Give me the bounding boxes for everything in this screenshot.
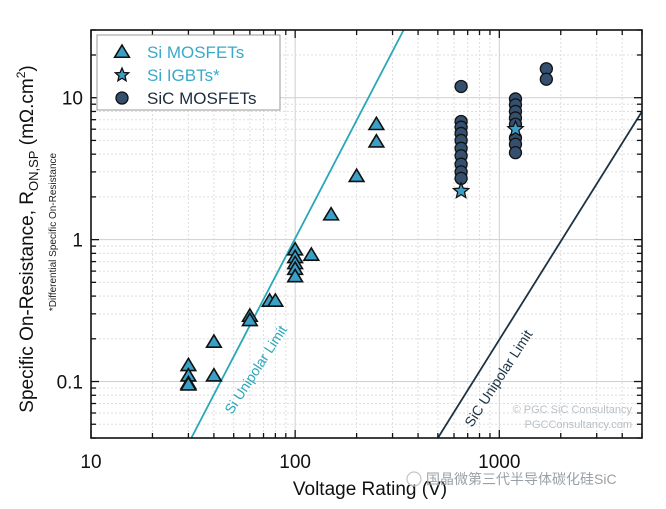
star-marker [506, 119, 525, 138]
legend-label: Si IGBTs* [147, 66, 220, 85]
triangle-marker [113, 43, 131, 59]
wechat-caption: 国晶微第三代半导体碳化硅SiC [426, 471, 617, 487]
circle-marker [508, 146, 523, 160]
x-axis-title: Voltage Rating (V) [293, 479, 447, 500]
data-points [179, 62, 554, 391]
triangle-marker [205, 367, 223, 382]
y-tick-label: 1 [72, 231, 83, 252]
limit-line [437, 110, 642, 438]
series-si-igbts- [451, 119, 525, 199]
y-tick-label: 0.1 [57, 373, 83, 394]
y-tick-label: 10 [62, 89, 83, 110]
star-marker [113, 66, 131, 83]
circle-marker [454, 79, 468, 94]
axis-ticks [90, 29, 643, 439]
limit-line [190, 30, 405, 438]
wechat-icon [406, 471, 422, 487]
series-si-mosfets [179, 115, 386, 391]
x-tick-label: 100 [279, 452, 311, 473]
legend-item: Si IGBTs* [113, 66, 220, 85]
triangle-marker [241, 311, 259, 327]
legend-label: SiC MOSFETs [147, 89, 257, 108]
unipolar-limit-lines [190, 30, 642, 438]
watermark-line1: © PGC SiC Consultancy [513, 404, 633, 416]
wechat-watermark: 国晶微第三代半导体碳化硅SiC [406, 471, 617, 487]
triangle-marker [322, 206, 340, 221]
triangle-marker [302, 246, 321, 261]
circle-marker [539, 72, 554, 86]
triangle-marker [367, 133, 386, 148]
circle-marker [115, 91, 129, 105]
legend-label: Si MOSFETs [147, 43, 244, 62]
star-marker [451, 181, 471, 199]
triangle-marker [286, 267, 304, 283]
triangle-marker [179, 376, 198, 391]
plot-frame [90, 29, 643, 439]
legend: Si MOSFETs Si IGBTs* SiC MOSFETs [96, 34, 281, 111]
x-tick-label: 10 [80, 452, 101, 473]
differential-note: *Differential Specific On-Resistance [48, 152, 59, 311]
si-unipolar-limit-label: Si Unipolar Limit [221, 322, 290, 416]
legend-item: Si MOSFETs [113, 43, 244, 62]
y-axis-title: Specific On-Resistance, RON,SP (mΩ.cm2) [14, 65, 41, 412]
triangle-marker [367, 115, 386, 131]
series-sic-mosfets [454, 62, 554, 186]
triangle-marker [205, 333, 223, 349]
legend-item: SiC MOSFETs [115, 89, 257, 108]
triangle-marker [266, 292, 285, 307]
triangle-marker [347, 167, 366, 183]
x-tick-label: 1000 [478, 452, 520, 473]
watermark-line2: PGCConsultancy.com [525, 419, 632, 431]
axis-tick-labels: 10 100 1000 0.1 1 10 [57, 89, 521, 473]
